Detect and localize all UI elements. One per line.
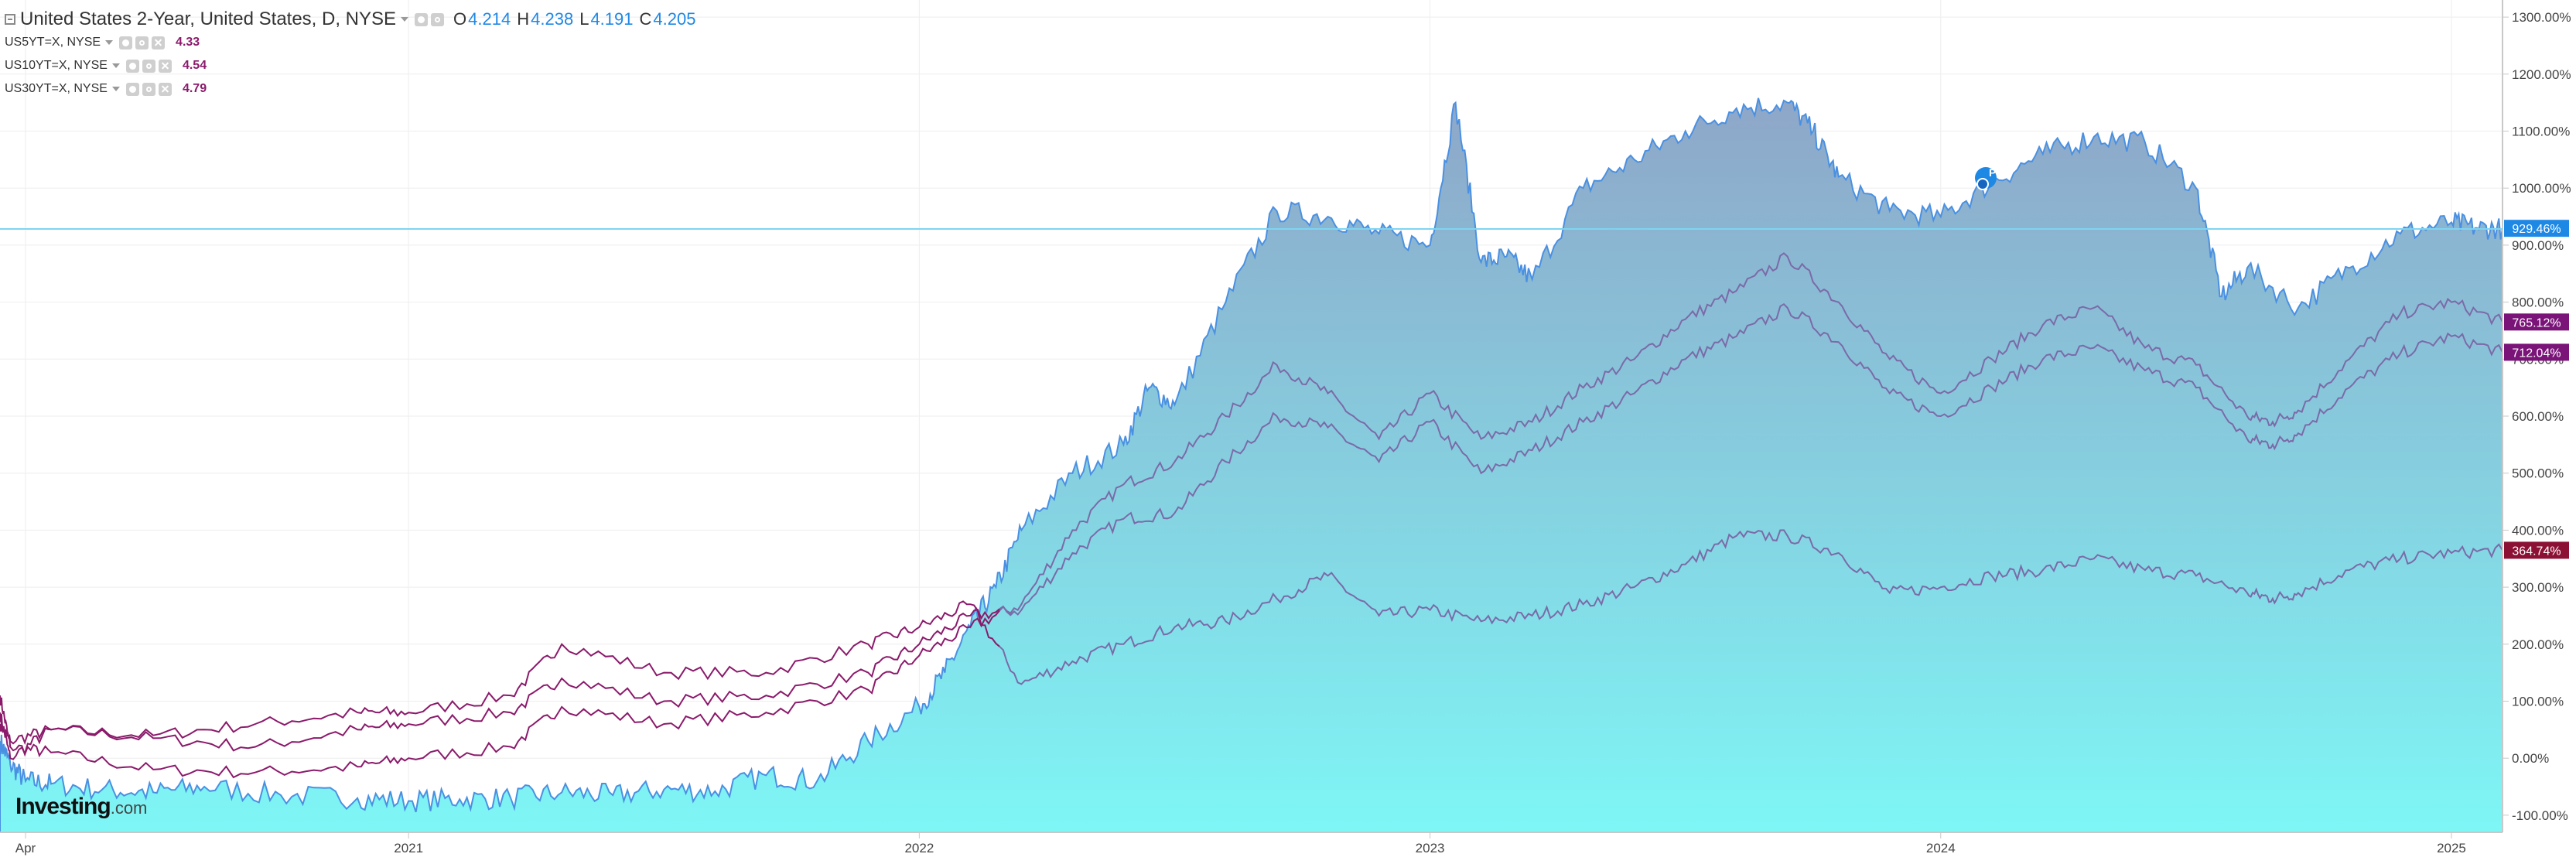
- price-badge: [2504, 313, 2569, 331]
- y-tick-label: 1100.00%: [2512, 125, 2570, 139]
- y-tick-label: 0.00%: [2512, 751, 2549, 766]
- y-tick-label: -100.00%: [2512, 808, 2568, 823]
- main-series-title[interactable]: United States 2-Year, United States, D, …: [20, 9, 397, 29]
- chevron-down-icon[interactable]: [401, 17, 409, 22]
- logo-suffix: .com: [110, 798, 148, 818]
- line-series-us30yt-x: [999, 529, 2503, 685]
- event-marker-small: [1976, 178, 1989, 190]
- logo-brand: Investing: [15, 794, 111, 819]
- line-series-us5yt-x: [0, 610, 1000, 779]
- x-tick-label: 2021: [394, 841, 423, 855]
- gear-icon[interactable]: [142, 59, 155, 73]
- chevron-down-icon[interactable]: [111, 87, 120, 91]
- legend-main-row: United States 2-Year, United States, D, …: [5, 8, 695, 31]
- close-icon[interactable]: [152, 36, 166, 50]
- eye-icon[interactable]: [119, 36, 133, 50]
- minimize-icon[interactable]: [5, 14, 15, 25]
- price-badge: [2504, 343, 2569, 361]
- line-series-us5yt-x: [999, 252, 2503, 614]
- y-tick-label: 500.00%: [2512, 466, 2564, 481]
- event-marker-label: P: [1989, 166, 1996, 179]
- price-badge-label: 765.12%: [2512, 316, 2561, 330]
- low-value: 4.191: [590, 9, 634, 29]
- event-marker[interactable]: P: [1975, 166, 1997, 190]
- overlay-title[interactable]: US5YT=X, NYSE: [5, 36, 101, 49]
- eye-icon[interactable]: [125, 82, 139, 96]
- overlay-title[interactable]: US30YT=X, NYSE: [5, 82, 108, 95]
- y-tick-label: 800.00%: [2512, 295, 2564, 310]
- line-series-us10yt-x: [999, 302, 2503, 616]
- open-value: 4.214: [468, 9, 511, 29]
- y-tick-label: 100.00%: [2512, 694, 2564, 709]
- close-icon[interactable]: [158, 59, 172, 73]
- price-badge-label: 364.74%: [2512, 545, 2561, 558]
- x-tick-label: 2022: [904, 841, 934, 855]
- chevron-down-icon[interactable]: [105, 40, 114, 45]
- legend: United States 2-Year, United States, D, …: [5, 8, 695, 101]
- high-label: H: [517, 9, 530, 29]
- axis-labels: 1300.00% 1200.00% 1100.00% 1000.00% 900.00% 8…: [15, 10, 2571, 855]
- eye-icon[interactable]: [125, 59, 139, 73]
- x-tick-label: 2025: [2437, 841, 2466, 855]
- chevron-down-icon[interactable]: [111, 63, 120, 68]
- close-value: 4.205: [653, 9, 696, 29]
- legend-overlay-row: US5YT=X, NYSE 4.33: [5, 31, 695, 54]
- price-badges: 929.46% 765.12% 712.04% 364.74%: [2504, 220, 2569, 559]
- high-value: 4.238: [531, 9, 574, 29]
- legend-overlay-row: US30YT=X, NYSE 4.79: [5, 77, 695, 101]
- close-icon[interactable]: [158, 82, 172, 96]
- y-tick-label: 200.00%: [2512, 637, 2564, 652]
- investing-logo: Investing.com: [15, 794, 147, 820]
- x-tick-label: Apr: [15, 841, 36, 855]
- gear-icon[interactable]: [135, 36, 149, 50]
- line-series-us30yt-x: [0, 600, 1000, 760]
- area-series-2y: [0, 97, 2503, 832]
- price-badge-label: 929.46%: [2512, 223, 2561, 236]
- price-badge: [2504, 541, 2569, 559]
- gear-icon[interactable]: [142, 82, 155, 96]
- x-tick-label: 2023: [1416, 841, 1445, 855]
- price-badge: [2504, 220, 2569, 237]
- overlay-value: 4.33: [176, 36, 200, 49]
- y-tick-label: 1000.00%: [2512, 181, 2571, 196]
- y-tick-label: 600.00%: [2512, 409, 2564, 424]
- plot-layer: [0, 97, 2503, 832]
- overlay-title[interactable]: US10YT=X, NYSE: [5, 59, 108, 72]
- x-tick-label: 2024: [1926, 841, 1956, 855]
- close-label: C: [639, 9, 652, 29]
- price-badge-label: 712.04%: [2512, 347, 2561, 360]
- y-tick-label: 1200.00%: [2512, 67, 2571, 82]
- overlay-value: 4.79: [182, 82, 207, 95]
- open-label: O: [453, 9, 467, 29]
- y-tick-label: 900.00%: [2512, 238, 2564, 253]
- overlay-value: 4.54: [182, 59, 207, 72]
- eye-icon[interactable]: [415, 12, 429, 26]
- y-tick-label: 1300.00%: [2512, 10, 2571, 25]
- y-tick-label: 400.00%: [2512, 523, 2564, 538]
- gear-icon[interactable]: [431, 12, 445, 26]
- legend-overlay-row: US10YT=X, NYSE 4.54: [5, 54, 695, 77]
- y-tick-label: 300.00%: [2512, 580, 2564, 595]
- low-label: L: [579, 9, 589, 29]
